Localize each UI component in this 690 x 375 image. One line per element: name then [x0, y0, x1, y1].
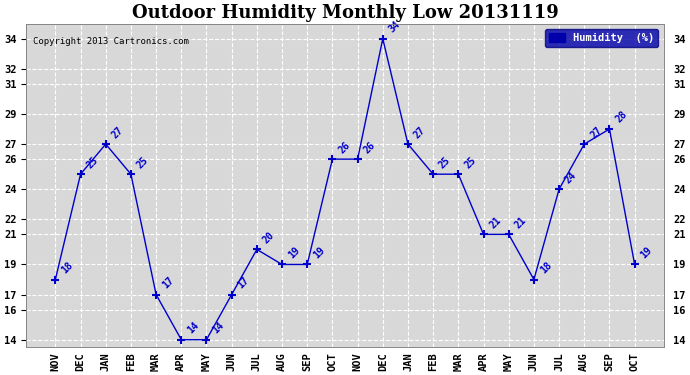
- Text: Copyright 2013 Cartronics.com: Copyright 2013 Cartronics.com: [32, 37, 188, 46]
- Text: 21: 21: [513, 215, 529, 230]
- Text: 25: 25: [135, 154, 150, 170]
- Text: 28: 28: [613, 110, 629, 125]
- Text: 24: 24: [563, 170, 579, 185]
- Text: 21: 21: [488, 215, 503, 230]
- Text: 27: 27: [110, 124, 126, 140]
- Text: 26: 26: [337, 140, 352, 155]
- Text: 26: 26: [362, 140, 377, 155]
- Text: 25: 25: [462, 154, 478, 170]
- Text: 17: 17: [236, 275, 251, 290]
- Text: 20: 20: [261, 230, 277, 245]
- Text: 19: 19: [286, 245, 302, 260]
- Legend: Humidity  (%): Humidity (%): [545, 29, 658, 48]
- Text: 18: 18: [538, 260, 553, 275]
- Title: Outdoor Humidity Monthly Low 20131119: Outdoor Humidity Monthly Low 20131119: [132, 4, 558, 22]
- Text: 14: 14: [186, 320, 201, 336]
- Text: 27: 27: [412, 124, 428, 140]
- Text: 14: 14: [210, 320, 226, 336]
- Text: 17: 17: [160, 275, 176, 290]
- Text: 25: 25: [85, 154, 100, 170]
- Text: 19: 19: [639, 245, 654, 260]
- Text: 34: 34: [387, 19, 402, 34]
- Text: 25: 25: [437, 154, 453, 170]
- Text: 18: 18: [59, 260, 75, 275]
- Text: 19: 19: [311, 245, 327, 260]
- Text: 27: 27: [589, 124, 604, 140]
